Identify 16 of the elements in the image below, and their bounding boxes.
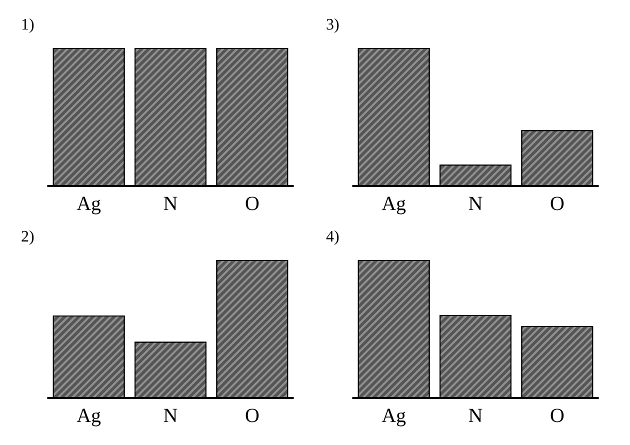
x-tick-label: Ag xyxy=(76,405,102,427)
chart-title: 4) xyxy=(326,228,340,246)
x-tick-label: N xyxy=(468,193,483,215)
chart-title: 3) xyxy=(326,16,340,34)
chart-title: 1) xyxy=(21,16,34,34)
x-tick-label: Ag xyxy=(382,193,406,215)
x-tick-label: N xyxy=(163,405,178,427)
x-tick-label: O xyxy=(550,405,564,427)
x-tick-label: O xyxy=(550,193,564,215)
x-tick-label: O xyxy=(244,405,260,427)
x-tick-label: O xyxy=(244,193,260,215)
x-tick-label: N xyxy=(468,405,483,427)
x-tick-label: N xyxy=(163,193,178,215)
chart-title: 2) xyxy=(21,228,34,246)
x-tick-label: Ag xyxy=(382,405,406,427)
x-tick-label: Ag xyxy=(76,193,102,215)
